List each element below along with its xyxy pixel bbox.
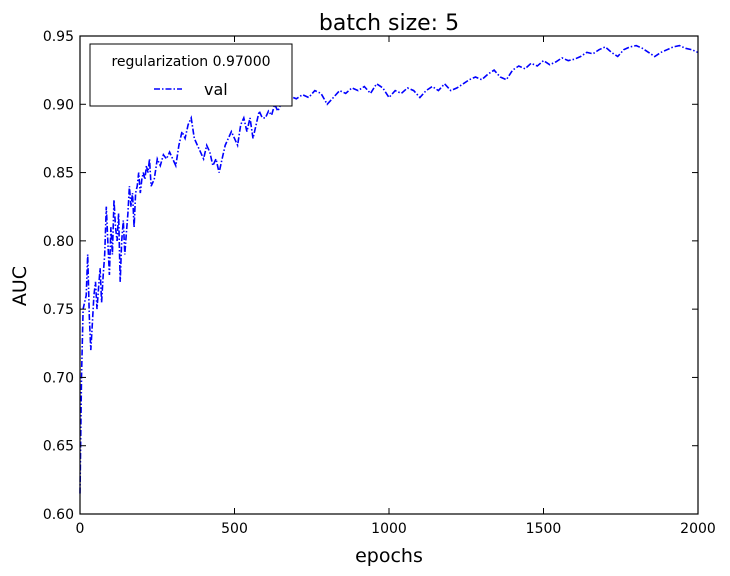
- y-tick-label: 0.80: [43, 234, 74, 250]
- y-axis: 0.60 0.65 0.70 0.75 0.80 0.85 0.90 0.95: [43, 29, 698, 523]
- y-tick-label: 0.75: [43, 302, 74, 318]
- legend-box: [89, 43, 293, 107]
- y-tick-label: 0.70: [43, 370, 74, 386]
- legend: regularization 0.97000 val: [89, 43, 293, 107]
- x-tick-label: 1500: [526, 521, 562, 537]
- x-axis-label: epochs: [355, 545, 423, 567]
- y-tick-label: 0.95: [43, 29, 74, 45]
- y-tick-label: 0.85: [43, 166, 74, 182]
- y-tick-label: 0.90: [43, 97, 74, 113]
- series-line-val: [79, 44, 699, 494]
- y-tick-label: 0.60: [43, 507, 74, 523]
- legend-entry-val: val: [204, 80, 228, 99]
- series-layer: [79, 44, 699, 494]
- y-tick-label: 0.65: [43, 439, 74, 455]
- x-tick-label: 1000: [371, 521, 407, 537]
- x-tick-label: 0: [76, 521, 85, 537]
- x-tick-label: 2000: [680, 521, 716, 537]
- plot-area: [80, 36, 698, 514]
- x-tick-label: 500: [221, 521, 248, 537]
- x-axis: 0 500 1000 1500 2000: [76, 36, 716, 537]
- y-axis-label: AUC: [9, 266, 31, 306]
- legend-title: regularization 0.97000: [111, 54, 270, 70]
- chart-title: batch size: 5: [319, 11, 459, 36]
